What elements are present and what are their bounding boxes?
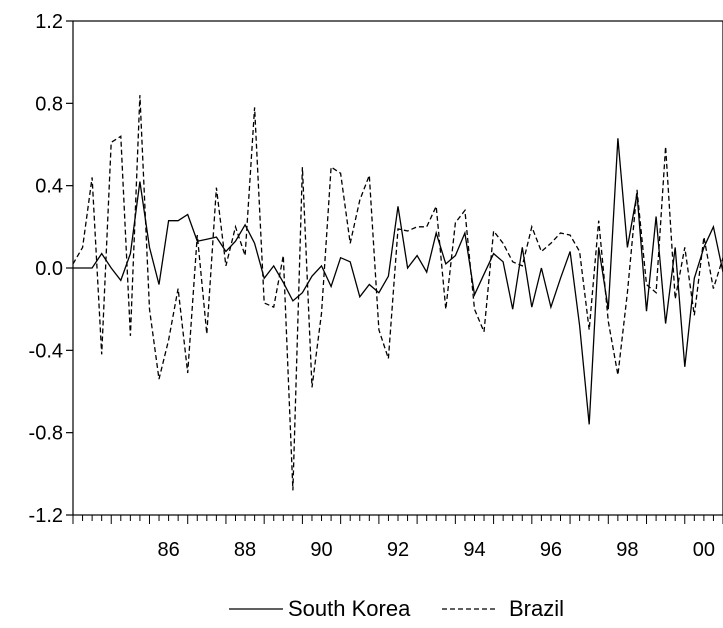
y-tick-label: 0.8 <box>35 93 63 115</box>
x-tick-label: 88 <box>234 539 256 561</box>
y-tick-label: 0.4 <box>35 176 63 198</box>
y-tick-label: -0.4 <box>29 340 63 362</box>
x-tick-label: 90 <box>310 539 332 561</box>
y-tick-label: 1.2 <box>35 11 63 33</box>
series-line-south-korea <box>73 138 723 425</box>
y-tick-label: -1.2 <box>29 505 63 527</box>
legend-label-brazil: Brazil <box>509 596 564 621</box>
x-tick-label: 98 <box>616 539 638 561</box>
x-axis: 86 88 90 92 94 96 98 00 <box>72 515 723 561</box>
legend: South Korea Brazil <box>229 596 564 621</box>
x-tick-label: 94 <box>463 539 485 561</box>
series-layer <box>72 95 723 491</box>
x-tick-label: 96 <box>540 539 562 561</box>
plot-frame <box>72 20 723 516</box>
y-tick-label: -0.8 <box>29 423 63 445</box>
x-tick-label: 92 <box>387 539 409 561</box>
x-tick-label: 00 <box>693 539 715 561</box>
x-tick-label: 86 <box>157 539 179 561</box>
y-tick-label: 0.0 <box>35 258 63 280</box>
y-axis: 1.2 0.8 0.4 0.0 -0.4 -0.8 -1.2 <box>29 11 73 527</box>
legend-label-south-korea: South Korea <box>288 596 411 621</box>
series-line-brazil <box>72 95 723 491</box>
